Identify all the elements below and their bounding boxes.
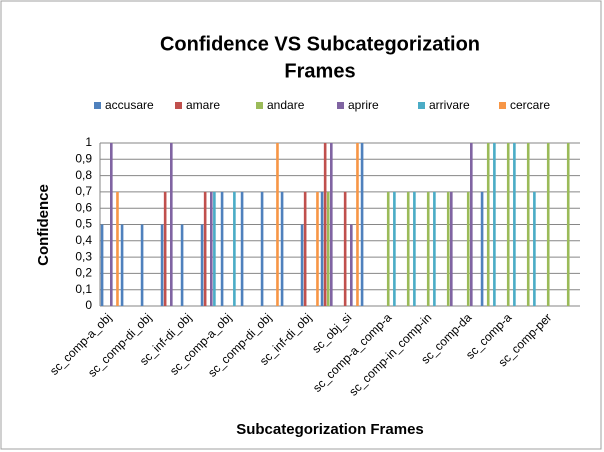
legend-swatch bbox=[337, 102, 344, 109]
bar bbox=[203, 191, 207, 306]
legend-swatch bbox=[94, 102, 101, 109]
legend-swatch bbox=[256, 102, 263, 109]
bar bbox=[426, 191, 430, 306]
bar bbox=[260, 191, 264, 306]
bar bbox=[120, 224, 124, 306]
legend-label: cercare bbox=[510, 98, 550, 112]
y-tick-label: 0,7 bbox=[75, 184, 92, 198]
bar bbox=[200, 224, 204, 306]
bar bbox=[566, 143, 570, 306]
bar bbox=[326, 191, 330, 306]
legend-swatch bbox=[499, 102, 506, 109]
bar bbox=[356, 143, 359, 306]
y-tick-label: 0 bbox=[85, 298, 92, 312]
bar bbox=[513, 143, 516, 306]
bar bbox=[220, 191, 224, 306]
bar bbox=[110, 143, 113, 306]
bar bbox=[330, 143, 333, 306]
bar bbox=[213, 191, 216, 306]
bar bbox=[323, 143, 327, 306]
bar bbox=[276, 143, 279, 306]
bar bbox=[446, 191, 450, 306]
bar bbox=[480, 191, 484, 306]
y-tick-label: 0,1 bbox=[75, 282, 92, 296]
bar bbox=[300, 224, 304, 306]
y-tick-label: 0,6 bbox=[75, 200, 92, 214]
bar bbox=[180, 224, 184, 306]
legend-label: amare bbox=[186, 98, 220, 112]
legend-swatch bbox=[175, 102, 182, 109]
chart-title: Confidence VS Subcategorization bbox=[160, 33, 480, 55]
bar bbox=[210, 191, 213, 306]
y-tick-label: 0,2 bbox=[75, 266, 92, 280]
bar bbox=[406, 191, 410, 306]
bar bbox=[450, 191, 453, 306]
y-tick-label: 1 bbox=[85, 135, 92, 149]
y-tick-label: 0,8 bbox=[75, 168, 92, 182]
bar bbox=[466, 191, 470, 306]
legend-label: andare bbox=[267, 98, 305, 112]
bar bbox=[350, 224, 353, 306]
bar bbox=[280, 191, 284, 306]
bar bbox=[303, 191, 307, 306]
bar bbox=[546, 143, 550, 306]
y-tick-label: 0,3 bbox=[75, 249, 92, 263]
legend-swatch bbox=[418, 102, 425, 109]
bar bbox=[360, 143, 364, 306]
bar bbox=[506, 143, 510, 306]
bar bbox=[393, 191, 396, 306]
bar bbox=[533, 191, 536, 306]
bar bbox=[320, 191, 324, 306]
legend-label: aprire bbox=[348, 98, 379, 112]
bar bbox=[493, 143, 496, 306]
chart-title: Frames bbox=[284, 60, 355, 82]
bar bbox=[233, 191, 236, 306]
y-tick-label: 0,4 bbox=[75, 233, 92, 247]
bar bbox=[470, 143, 473, 306]
bar bbox=[386, 191, 390, 306]
bar bbox=[163, 191, 167, 306]
bar bbox=[100, 224, 104, 306]
bar bbox=[170, 143, 173, 306]
bar bbox=[116, 191, 119, 306]
bar bbox=[433, 191, 436, 306]
bar bbox=[240, 191, 244, 306]
bar bbox=[343, 191, 347, 306]
x-axis-title: Subcategorization Frames bbox=[236, 421, 424, 438]
bar bbox=[486, 143, 490, 306]
bar bbox=[526, 143, 530, 306]
bar bbox=[413, 191, 416, 306]
y-tick-label: 0,9 bbox=[75, 151, 92, 165]
y-tick-label: 0,5 bbox=[75, 217, 92, 231]
y-axis-title: Confidence bbox=[35, 184, 52, 266]
bar bbox=[160, 224, 164, 306]
legend-label: arrivare bbox=[429, 98, 470, 112]
legend-label: accusare bbox=[105, 98, 154, 112]
bar bbox=[316, 191, 319, 306]
bar bbox=[140, 224, 144, 306]
